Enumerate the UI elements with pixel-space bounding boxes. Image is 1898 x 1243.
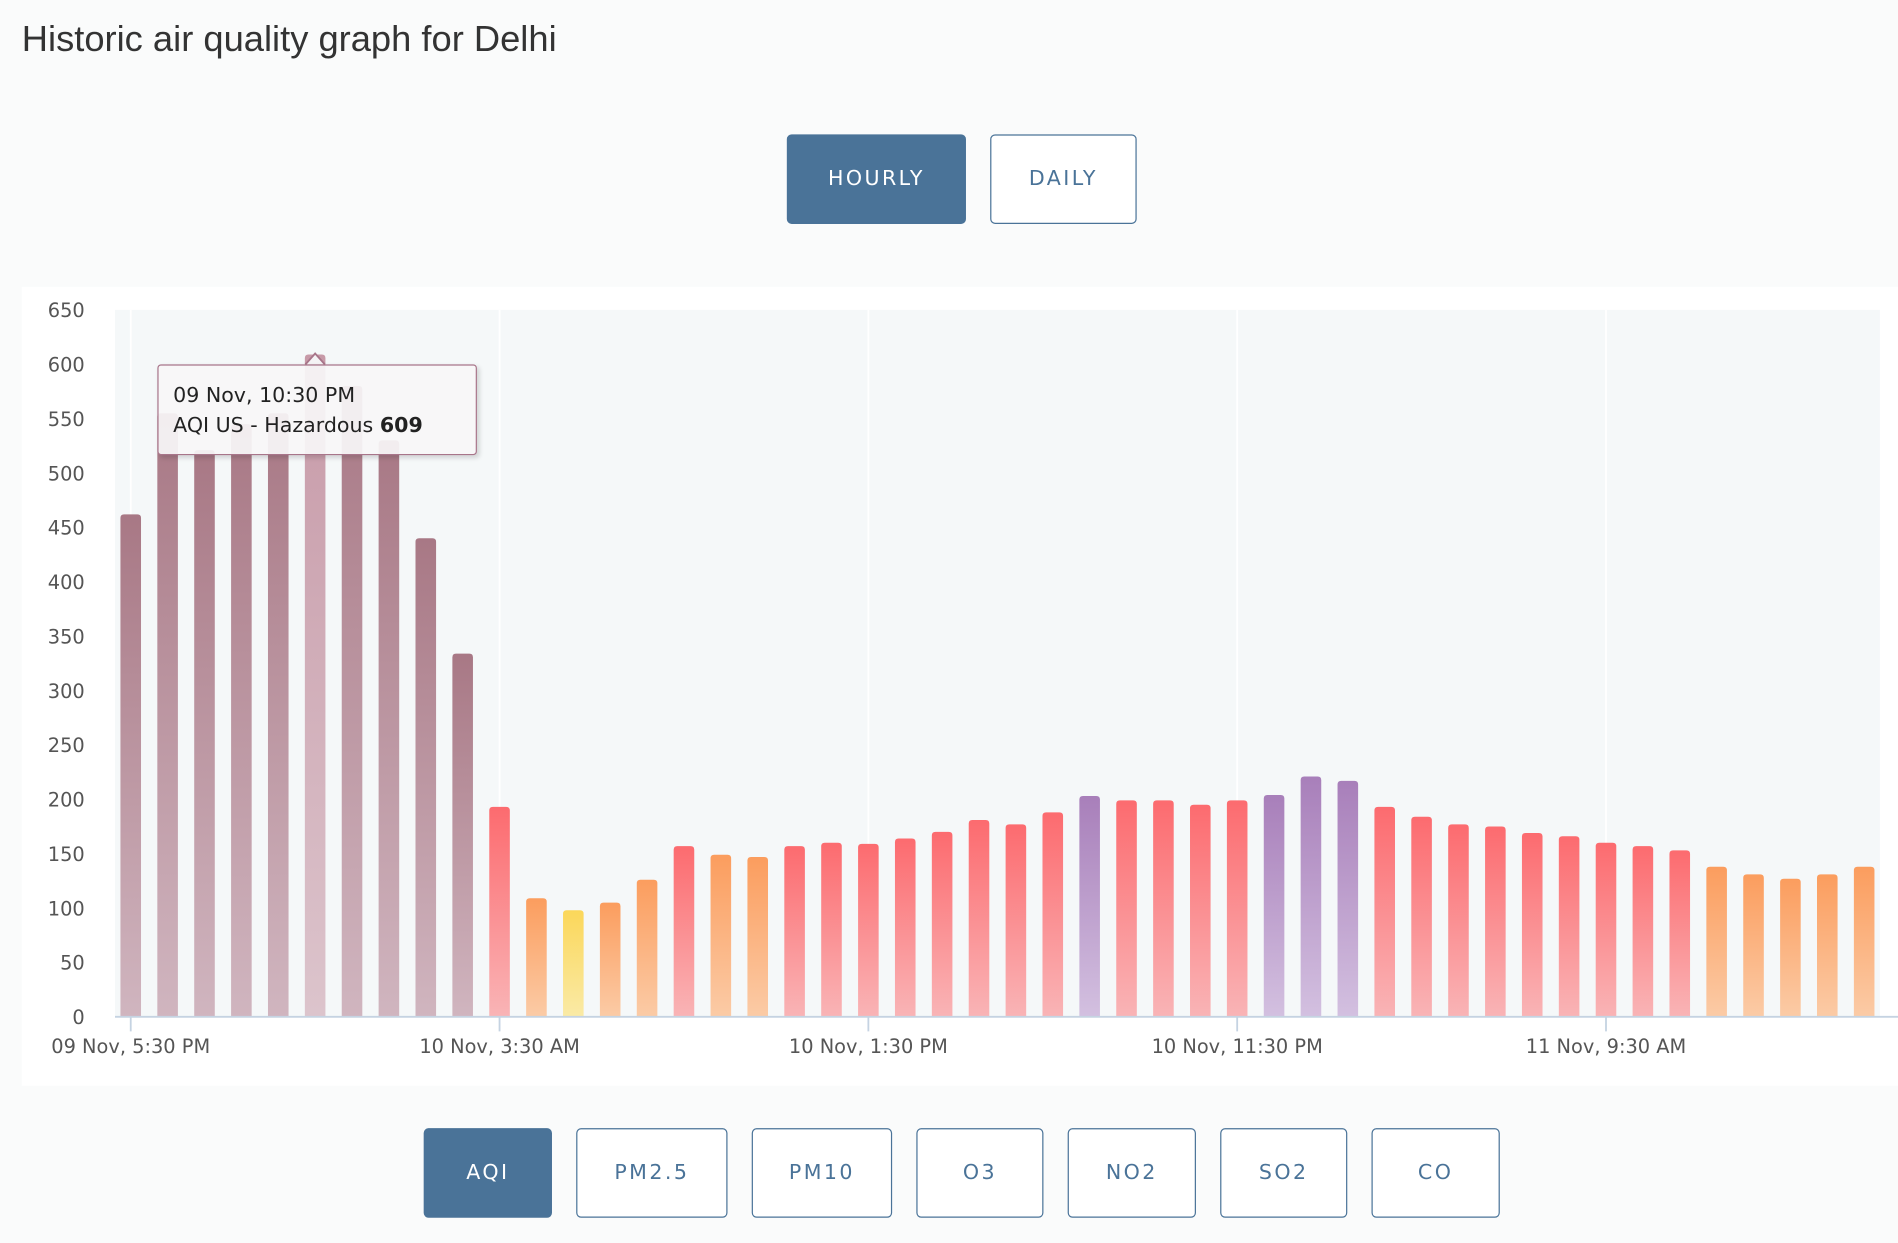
bar [1558,836,1580,1017]
pm25-button[interactable]: PM2.5 [576,1128,728,1218]
bar [747,856,769,1017]
x-tick-label: 11 Nov, 9:30 AM [1526,1035,1686,1058]
y-tick-label: 500 [48,462,85,485]
bar [931,831,953,1017]
bar [563,910,584,1017]
y-tick-label: 400 [48,571,85,594]
co-button[interactable]: CO [1371,1128,1500,1218]
bar [378,440,400,1017]
y-tick-label: 200 [48,789,85,812]
bar [1190,804,1211,1017]
bar [157,413,178,1017]
page-title: Historic air quality graph for Delhi [21,19,557,60]
y-tick-label: 50 [60,952,85,975]
y-tick-label: 450 [48,517,85,540]
bar [1079,796,1100,1017]
daily-button[interactable]: DAILY [990,134,1137,224]
bar [1116,800,1137,1017]
bar [1485,826,1506,1017]
bar [120,514,142,1017]
y-tick-label: 0 [72,1006,84,1029]
y-tick-label: 600 [48,354,85,377]
bar [1448,824,1469,1017]
bar [1005,824,1027,1017]
bar [968,819,990,1017]
bar [1153,800,1174,1017]
bar [1669,850,1691,1017]
no2-button[interactable]: NO2 [1067,1128,1196,1218]
bar [599,902,621,1017]
aqi-button[interactable]: AQI [423,1128,552,1218]
y-tick-label: 100 [48,897,85,920]
chart-tooltip: 09 Nov, 10:30 PM AQI US - Hazardous 609 [157,364,477,456]
tooltip-time: 09 Nov, 10:30 PM [173,383,356,408]
pm10-button[interactable]: PM10 [751,1128,893,1218]
bar [1706,866,1727,1017]
bar [231,424,252,1017]
bar [526,898,547,1017]
bar [194,450,215,1017]
so2-button[interactable]: SO2 [1220,1128,1348,1218]
y-tick-label: 250 [48,734,85,757]
x-tick-label: 10 Nov, 3:30 AM [419,1035,579,1058]
hourly-button[interactable]: HOURLY [786,134,966,224]
bar [304,354,326,1017]
bar [858,843,879,1017]
x-tick-label: 10 Nov, 11:30 PM [1152,1035,1323,1058]
bar [636,879,658,1017]
tooltip-value: 609 [379,413,423,439]
bar [894,838,916,1017]
bar [1743,874,1764,1017]
bar [710,854,732,1017]
bar [1263,794,1285,1017]
bar [1632,846,1654,1017]
bar [1853,866,1875,1017]
bar [1300,776,1322,1017]
bar [1374,806,1395,1017]
tooltip-pointer [304,352,326,365]
bar [452,653,473,1017]
bar [1521,833,1543,1017]
bar [1595,842,1617,1017]
bar [1337,780,1359,1017]
y-tick-label: 150 [48,843,85,866]
o3-button[interactable]: O3 [916,1128,1044,1218]
bar [489,806,510,1017]
y-tick-label: 300 [48,680,85,703]
bar [341,386,363,1017]
bar [821,842,842,1017]
x-tick-label: 10 Nov, 1:30 PM [789,1035,948,1058]
tooltip-label: AQI US - Hazardous [173,413,374,439]
bar [673,846,695,1017]
bar [1780,878,1801,1017]
bar [784,846,805,1017]
bar [1042,812,1064,1017]
bar [415,538,437,1017]
bar [267,413,289,1017]
bar [1226,800,1248,1017]
y-tick-label: 350 [48,625,85,648]
x-tick-label: 09 Nov, 5:30 PM [51,1035,210,1058]
bar [1816,874,1838,1017]
bar [1411,816,1432,1017]
y-tick-label: 650 [48,299,85,322]
y-tick-label: 550 [48,408,85,431]
